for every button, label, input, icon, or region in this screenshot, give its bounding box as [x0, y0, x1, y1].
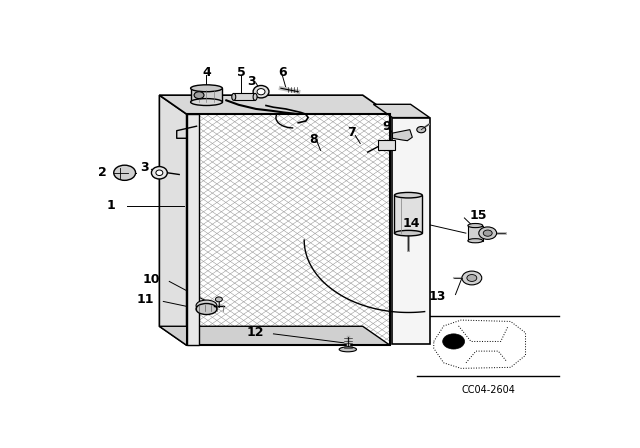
Text: 12: 12 — [247, 326, 264, 339]
Ellipse shape — [339, 347, 356, 352]
Ellipse shape — [468, 224, 483, 228]
Polygon shape — [373, 104, 429, 117]
Ellipse shape — [196, 300, 217, 311]
Text: 11: 11 — [137, 293, 154, 306]
Text: 14: 14 — [403, 217, 420, 230]
Polygon shape — [191, 88, 222, 102]
Ellipse shape — [257, 89, 265, 95]
Circle shape — [479, 227, 497, 239]
Text: 7: 7 — [348, 126, 356, 139]
Circle shape — [462, 271, 482, 285]
Text: 6: 6 — [278, 66, 287, 79]
Text: 4: 4 — [202, 66, 211, 79]
Ellipse shape — [156, 170, 163, 176]
Text: 10: 10 — [143, 273, 161, 286]
Text: 8: 8 — [309, 133, 318, 146]
Ellipse shape — [394, 193, 422, 198]
Ellipse shape — [253, 86, 269, 98]
Text: 3: 3 — [140, 161, 148, 174]
Ellipse shape — [196, 303, 217, 314]
Bar — [378, 140, 395, 151]
Text: 13: 13 — [429, 290, 446, 303]
Text: 5: 5 — [237, 66, 246, 79]
Ellipse shape — [468, 239, 483, 243]
Ellipse shape — [232, 94, 236, 100]
Ellipse shape — [191, 85, 222, 92]
Text: 2: 2 — [97, 166, 106, 179]
Text: 1: 1 — [107, 199, 116, 212]
Polygon shape — [159, 95, 187, 345]
Circle shape — [443, 334, 465, 349]
Ellipse shape — [253, 94, 257, 100]
Polygon shape — [468, 225, 483, 241]
Text: 15: 15 — [470, 209, 487, 222]
Circle shape — [216, 297, 222, 302]
Circle shape — [467, 275, 477, 281]
Polygon shape — [159, 326, 390, 345]
Text: 3: 3 — [247, 74, 256, 87]
Circle shape — [417, 126, 426, 133]
Polygon shape — [159, 95, 390, 114]
Text: CC04-2604: CC04-2604 — [461, 385, 515, 395]
Polygon shape — [392, 129, 412, 141]
Polygon shape — [392, 117, 429, 344]
Circle shape — [114, 165, 136, 181]
Text: 9: 9 — [382, 120, 391, 133]
Ellipse shape — [394, 230, 422, 236]
Circle shape — [194, 92, 204, 99]
Bar — [187, 114, 390, 345]
Ellipse shape — [191, 99, 222, 105]
Polygon shape — [394, 195, 422, 233]
Polygon shape — [434, 320, 525, 368]
Ellipse shape — [152, 167, 167, 179]
Circle shape — [483, 230, 492, 236]
Polygon shape — [187, 114, 199, 345]
Polygon shape — [234, 94, 255, 100]
